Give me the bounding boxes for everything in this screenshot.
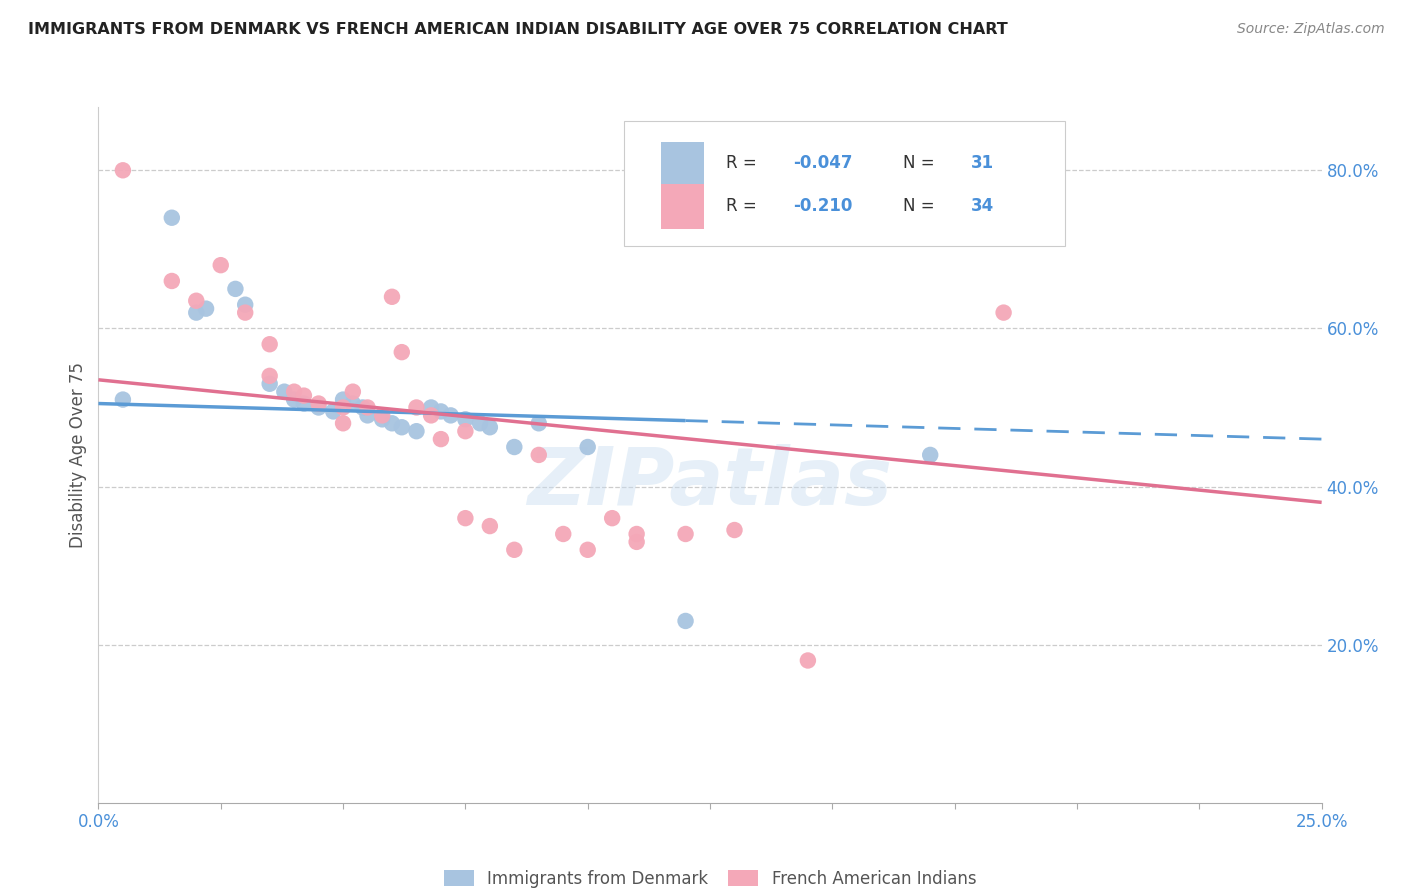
Point — [576, 440, 599, 454]
Point — [478, 420, 501, 434]
Point — [160, 274, 183, 288]
FancyBboxPatch shape — [624, 121, 1064, 246]
Point — [527, 417, 550, 431]
Point — [233, 298, 256, 312]
Point — [430, 432, 453, 446]
Point — [626, 535, 648, 549]
Point — [420, 401, 443, 415]
Point — [352, 401, 374, 415]
Point — [553, 527, 575, 541]
Text: N =: N = — [903, 197, 941, 215]
Point — [600, 511, 623, 525]
Text: 34: 34 — [970, 197, 994, 215]
Point — [920, 448, 942, 462]
Point — [440, 409, 463, 423]
Point — [356, 401, 378, 415]
Point — [371, 409, 394, 423]
Point — [292, 389, 315, 403]
Point — [111, 392, 134, 407]
Point — [332, 392, 354, 407]
Point — [381, 290, 404, 304]
Point — [503, 440, 526, 454]
Point — [308, 396, 330, 410]
Text: -0.047: -0.047 — [793, 153, 852, 171]
Text: R =: R = — [725, 153, 762, 171]
FancyBboxPatch shape — [661, 184, 704, 229]
Point — [391, 420, 413, 434]
Point — [186, 293, 208, 308]
Point — [259, 337, 281, 351]
Text: N =: N = — [903, 153, 941, 171]
Text: IMMIGRANTS FROM DENMARK VS FRENCH AMERICAN INDIAN DISABILITY AGE OVER 75 CORRELA: IMMIGRANTS FROM DENMARK VS FRENCH AMERIC… — [28, 22, 1008, 37]
Point — [391, 345, 413, 359]
Point — [576, 542, 599, 557]
Point — [797, 653, 820, 667]
Legend: Immigrants from Denmark, French American Indians: Immigrants from Denmark, French American… — [437, 863, 983, 892]
Point — [993, 305, 1015, 319]
Point — [195, 301, 218, 316]
Point — [478, 519, 501, 533]
Point — [259, 368, 281, 383]
Point — [454, 412, 477, 426]
Point — [405, 401, 427, 415]
Point — [342, 384, 364, 399]
Y-axis label: Disability Age Over 75: Disability Age Over 75 — [69, 362, 87, 548]
Point — [308, 401, 330, 415]
Point — [381, 417, 404, 431]
Point — [454, 424, 477, 438]
Point — [292, 396, 315, 410]
Point — [224, 282, 246, 296]
Point — [675, 614, 697, 628]
Point — [527, 448, 550, 462]
Point — [371, 412, 394, 426]
Point — [322, 404, 344, 418]
Text: Source: ZipAtlas.com: Source: ZipAtlas.com — [1237, 22, 1385, 37]
Point — [332, 401, 354, 415]
Point — [160, 211, 183, 225]
Point — [111, 163, 134, 178]
Point — [283, 392, 305, 407]
FancyBboxPatch shape — [661, 142, 704, 187]
Point — [259, 376, 281, 391]
Point — [273, 384, 295, 399]
Point — [675, 527, 697, 541]
Point — [723, 523, 745, 537]
Point — [186, 305, 208, 319]
Point — [405, 424, 427, 438]
Point — [454, 511, 477, 525]
Text: 31: 31 — [970, 153, 994, 171]
Text: R =: R = — [725, 197, 762, 215]
Point — [503, 542, 526, 557]
Text: -0.210: -0.210 — [793, 197, 852, 215]
Point — [356, 409, 378, 423]
Point — [420, 409, 443, 423]
Point — [233, 305, 256, 319]
Point — [468, 417, 491, 431]
Point — [342, 396, 364, 410]
Point — [626, 527, 648, 541]
Point — [430, 404, 453, 418]
Point — [283, 384, 305, 399]
Point — [209, 258, 232, 272]
Point — [332, 417, 354, 431]
Text: ZIPatlas: ZIPatlas — [527, 443, 893, 522]
